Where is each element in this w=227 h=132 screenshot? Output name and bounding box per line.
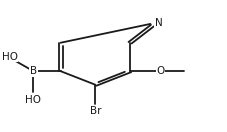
Text: O: O — [156, 66, 165, 76]
Text: Br: Br — [90, 106, 101, 116]
Text: B: B — [30, 66, 37, 76]
Text: N: N — [155, 18, 163, 28]
Text: HO: HO — [25, 95, 42, 105]
Text: HO: HO — [2, 52, 18, 62]
